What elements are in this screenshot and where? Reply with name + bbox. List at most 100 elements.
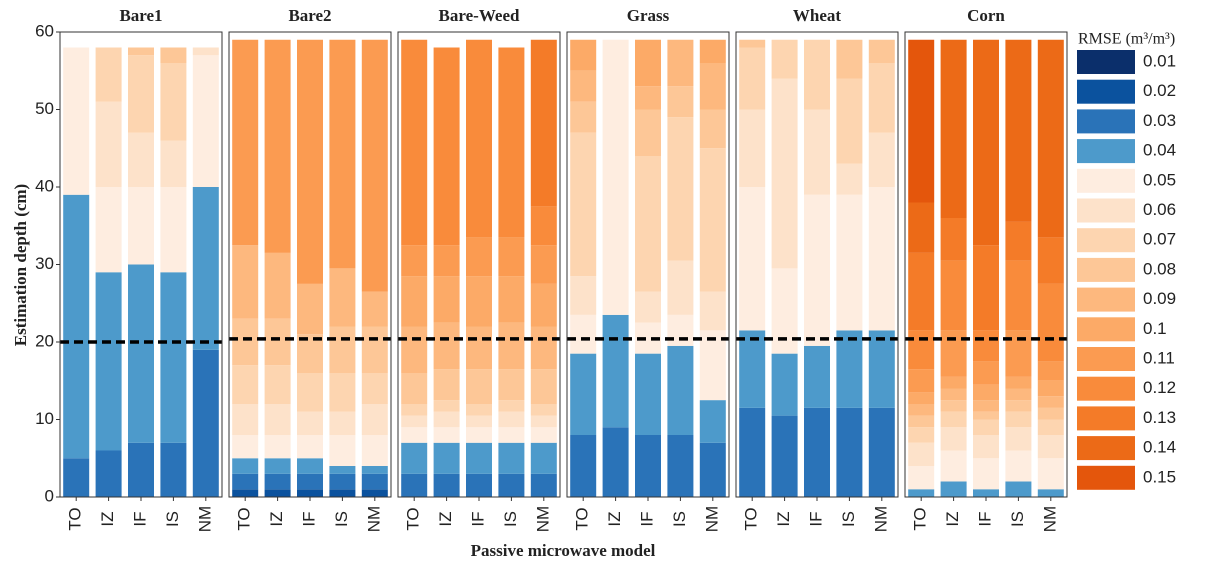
facet-title: Grass xyxy=(627,6,670,25)
bar-segment xyxy=(739,39,766,48)
bar-segment xyxy=(232,39,259,246)
bar-segment xyxy=(1037,237,1064,284)
bar-segment xyxy=(433,442,460,474)
bar-segment xyxy=(329,473,356,490)
bar-segment xyxy=(232,318,259,366)
bar-segment xyxy=(1037,396,1064,408)
legend-swatch xyxy=(1077,198,1135,223)
legend-label: 0.02 xyxy=(1143,81,1176,100)
bar-segment xyxy=(836,407,863,497)
bar-segment xyxy=(530,473,557,497)
bar-segment xyxy=(973,361,999,385)
bar-segment xyxy=(739,330,766,408)
bar-segment xyxy=(433,411,460,428)
bar-segment xyxy=(329,268,356,327)
bar-segment xyxy=(433,427,460,443)
bar-segment xyxy=(1005,388,1032,401)
bar-segment xyxy=(699,400,726,443)
bar-segment xyxy=(570,39,597,71)
x-tick-label: IS xyxy=(839,511,858,527)
bar-segment xyxy=(699,148,726,292)
bar-segment xyxy=(570,314,597,354)
bar-segment xyxy=(192,349,219,497)
bar-segment xyxy=(128,442,154,497)
panel-frame xyxy=(566,31,730,498)
bar-segment xyxy=(530,415,557,428)
bar-segment xyxy=(466,415,492,428)
bar-segment xyxy=(498,411,525,428)
bar-segment xyxy=(973,400,999,412)
bar-segment xyxy=(973,39,999,246)
bar-segment xyxy=(973,330,999,362)
bar-segment xyxy=(868,132,895,187)
bar-segment xyxy=(530,245,557,284)
bar-segment xyxy=(940,411,967,428)
x-tick-label: IZ xyxy=(943,511,962,526)
bar-segment xyxy=(530,369,557,404)
legend-label: 0.05 xyxy=(1143,170,1176,189)
bar-segment xyxy=(973,245,999,331)
bar-segment xyxy=(95,272,122,451)
legend-swatch xyxy=(1077,406,1135,431)
legend-swatch xyxy=(1077,347,1135,371)
bar-segment xyxy=(836,39,863,79)
bar-segment xyxy=(908,39,935,203)
bar-segment xyxy=(804,194,830,346)
bar-segment xyxy=(264,404,291,435)
bar-segment xyxy=(1005,260,1032,331)
panel-frame xyxy=(735,31,899,498)
bar-segment xyxy=(498,276,525,323)
y-tick-label: 0 xyxy=(45,486,54,505)
panel-frame xyxy=(59,31,223,498)
bar-segment xyxy=(868,63,895,133)
bar-segment xyxy=(361,466,388,474)
bar-segment xyxy=(699,63,726,110)
bar-segment xyxy=(297,489,323,497)
x-tick-label: IS xyxy=(332,511,351,527)
bar-segment xyxy=(264,489,291,497)
y-tick-label: 20 xyxy=(35,331,54,350)
legend-swatch xyxy=(1077,317,1135,342)
bar-segment xyxy=(297,334,323,373)
x-tick-label: NM xyxy=(533,506,552,532)
bar-segment xyxy=(635,109,661,156)
bar-segment xyxy=(635,39,661,87)
bar-segment xyxy=(908,202,935,253)
bar-segment xyxy=(466,276,492,327)
bar-segment xyxy=(466,427,492,443)
bar-segment xyxy=(667,314,694,346)
bar-segment xyxy=(908,427,935,443)
bar-segment xyxy=(466,473,492,497)
bar-segment xyxy=(95,101,122,187)
bar-segment xyxy=(1037,419,1064,435)
x-tick-label: NM xyxy=(195,506,214,532)
bar-segment xyxy=(264,435,291,459)
legend-swatch xyxy=(1077,436,1135,461)
bar-segment xyxy=(264,365,291,404)
bar-segment xyxy=(264,458,291,474)
bar-segment xyxy=(940,39,967,218)
bar-segment xyxy=(1037,283,1064,362)
bar-segment xyxy=(908,442,935,466)
panel-frame xyxy=(228,31,392,498)
bar-segment xyxy=(297,435,323,459)
bar-segment xyxy=(1005,411,1032,428)
bar-segment xyxy=(667,345,694,435)
legend-label: 0.14 xyxy=(1143,438,1176,457)
bar-segment xyxy=(940,388,967,401)
bar-segment xyxy=(739,187,766,331)
bar-segment xyxy=(160,442,187,497)
bar-segment xyxy=(804,109,830,195)
bar-segment xyxy=(602,314,629,428)
x-tick-label: IS xyxy=(1008,511,1027,527)
bar-segment xyxy=(1037,361,1064,381)
bar-segment xyxy=(771,78,798,269)
facet-title: Bare1 xyxy=(119,6,162,25)
bar-segment xyxy=(433,47,460,246)
bar-segment xyxy=(1005,450,1032,482)
x-tick-label: IZ xyxy=(98,511,117,526)
legend-label: 0.07 xyxy=(1143,230,1176,249)
bar-segment xyxy=(361,435,388,466)
bar-segment xyxy=(160,63,187,141)
